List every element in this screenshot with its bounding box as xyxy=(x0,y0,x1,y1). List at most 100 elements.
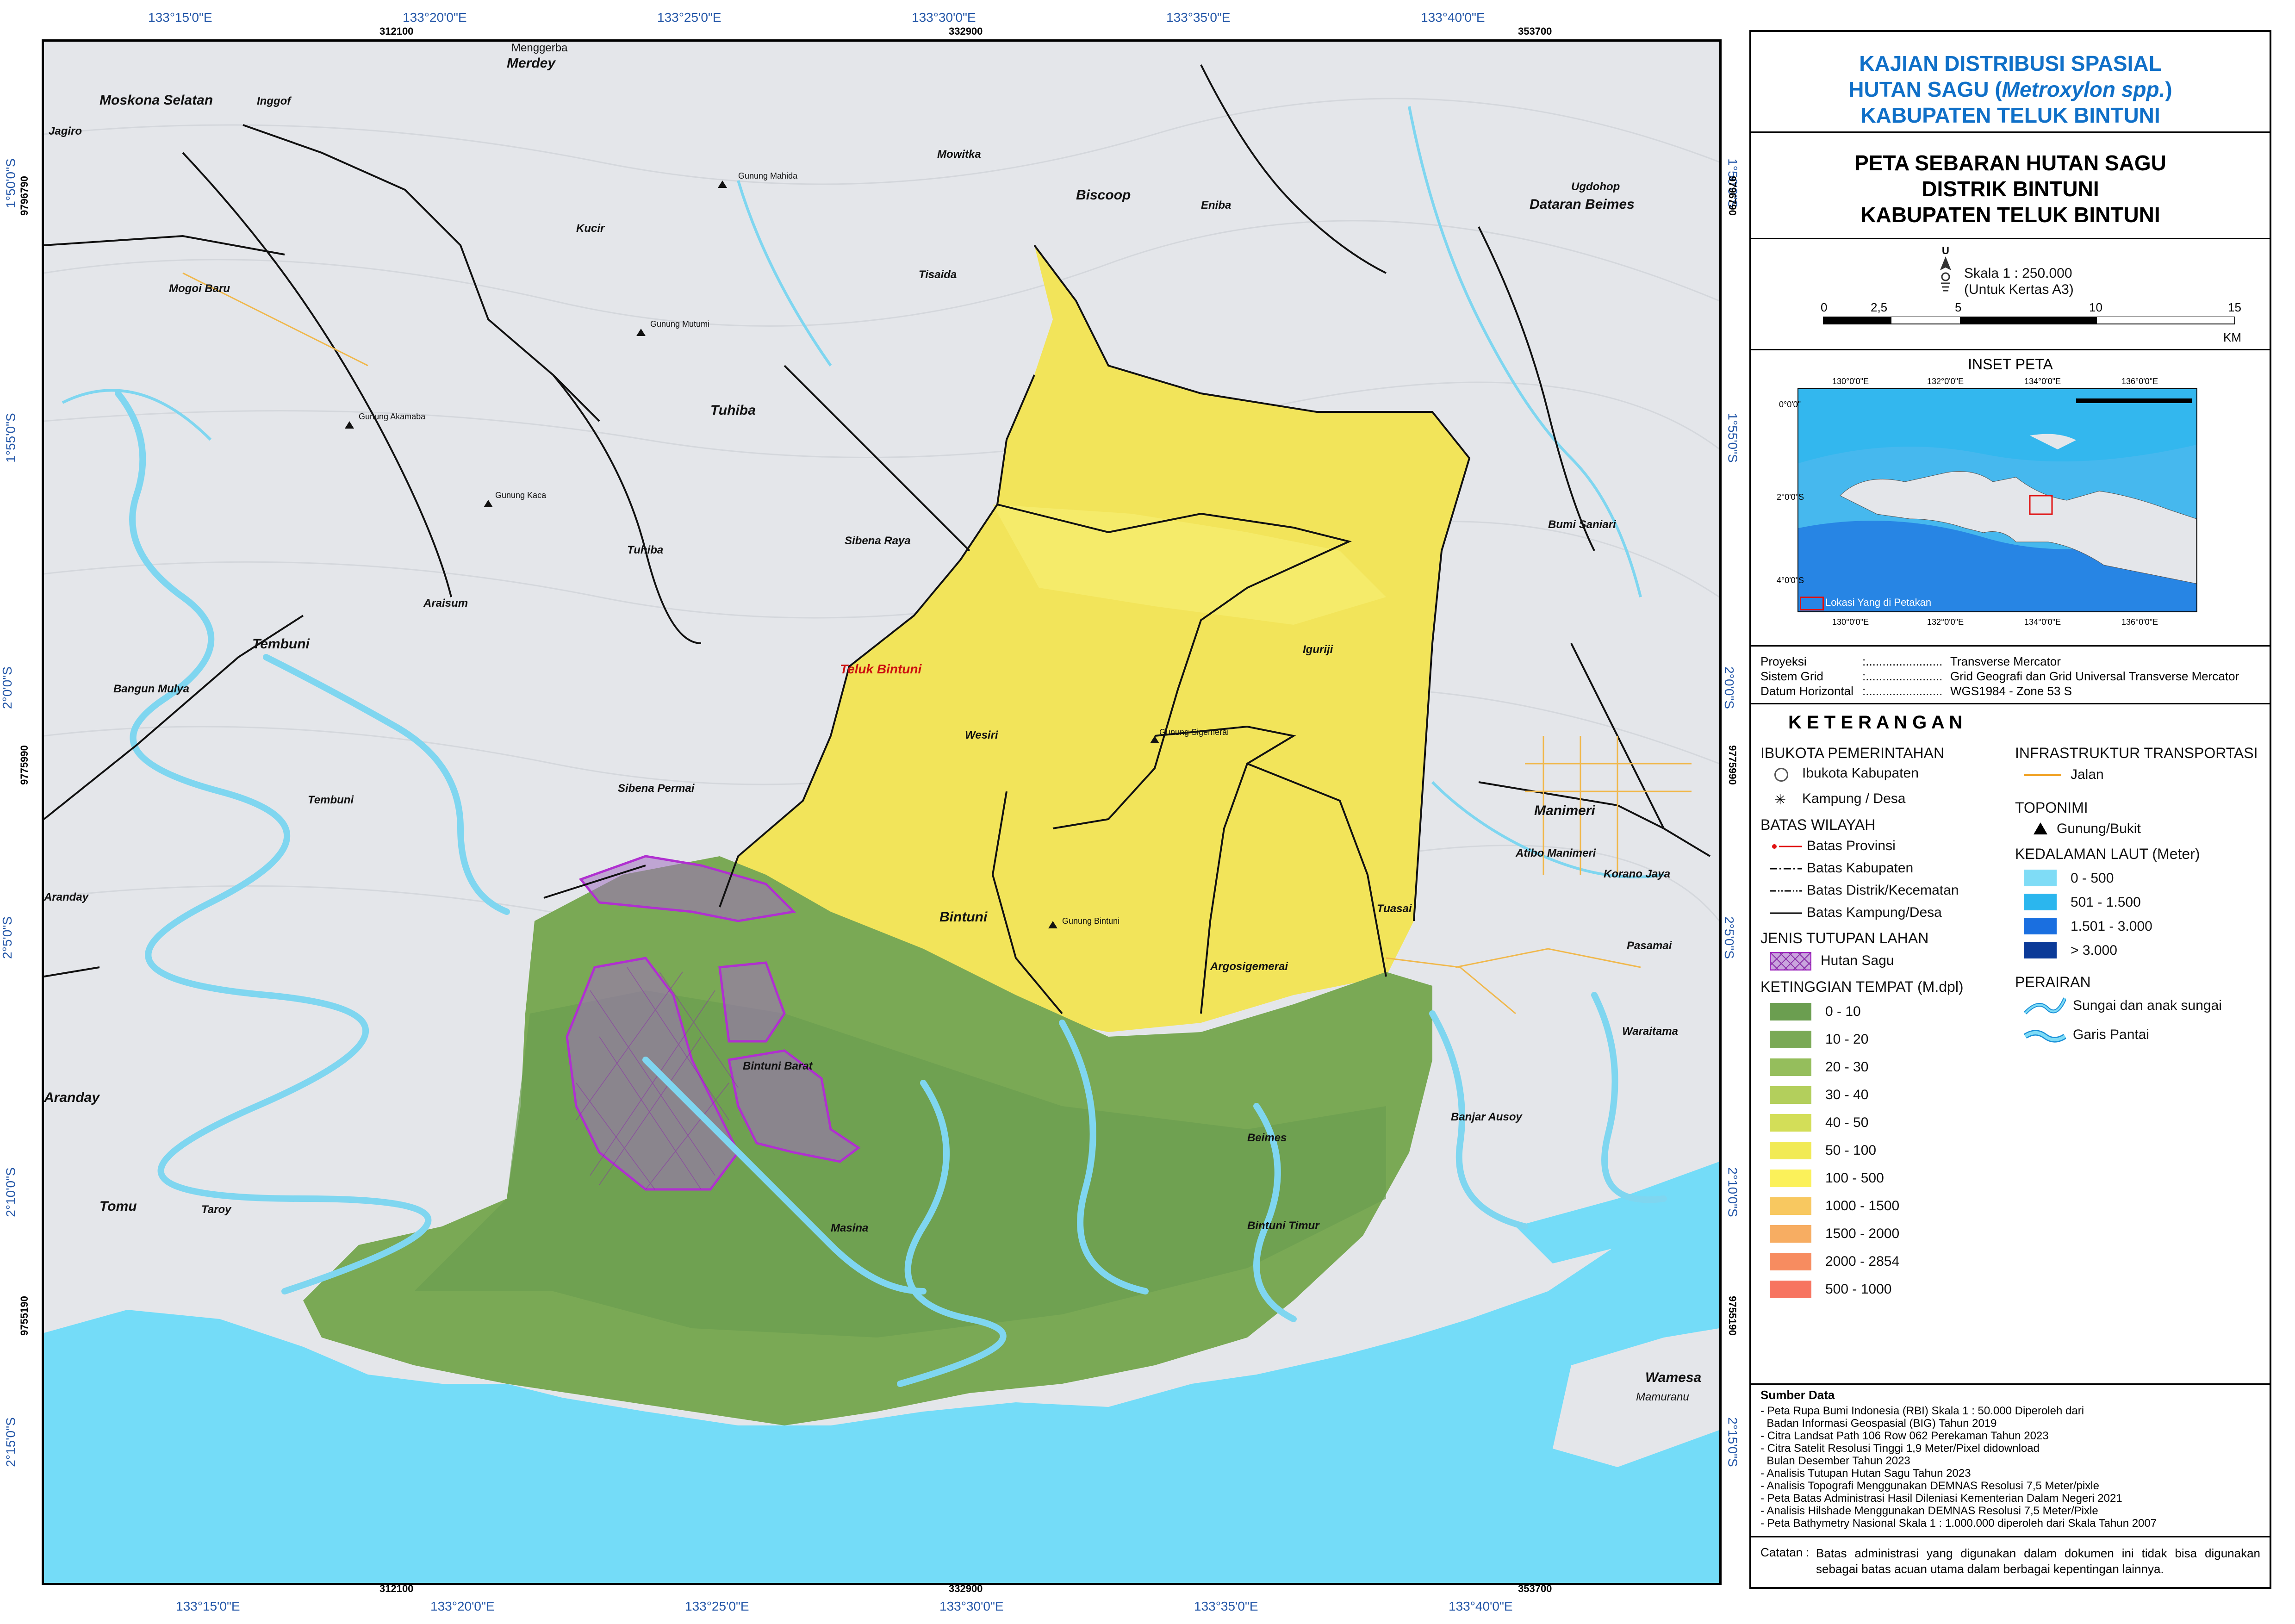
map-frame: Moskona Selatan Inggof Jagiro Menggerba … xyxy=(42,39,1722,1585)
project-title-line2: HUTAN SAGU (Metroxylon spp.) xyxy=(1751,76,2270,102)
legend-batas-kampung: Batas Kampung/Desa xyxy=(1807,905,1942,920)
project-title: KAJIAN DISTRIBUSI SPASIAL HUTAN SAGU (Me… xyxy=(1751,32,2270,133)
label-teluk-bintuni: Teluk Bintuni xyxy=(840,662,922,676)
label-bintuni-barat: Bintuni Barat xyxy=(743,1060,813,1072)
label-aranday-district: Aranday xyxy=(44,1090,100,1105)
coord-left-1: 1°50'0"S xyxy=(3,158,18,208)
legend-panel: KAJIAN DISTRIBUSI SPASIAL HUTAN SAGU (Me… xyxy=(1749,30,2271,1589)
source-line: - Citra Landsat Path 106 Row 062 Perekam… xyxy=(1760,1430,2049,1442)
elevation-label: 2000 - 2854 xyxy=(1825,1254,1900,1269)
coord-bottom-6: 133°40'0"E xyxy=(1449,1599,1513,1613)
elevation-swatch xyxy=(1770,1031,1811,1048)
batas-kampung-icon xyxy=(1770,912,1802,914)
coord-top-4: 133°30'0"E xyxy=(912,10,976,25)
scale-bar xyxy=(1823,317,2235,324)
map-canvas xyxy=(44,42,1719,1583)
legend-toponimi-heading: TOPONIMI xyxy=(2015,799,2088,816)
coord-top-6: 133°40'0"E xyxy=(1421,10,1485,25)
grid-bottom-3: 353700 xyxy=(1518,1583,1552,1594)
legend-ibukota-kab: Ibukota Kabupaten xyxy=(1802,765,1919,781)
label-korano-jaya: Korano Jaya xyxy=(1604,868,1671,880)
elevation-label: 30 - 40 xyxy=(1825,1087,1869,1102)
sago-forest-area xyxy=(566,855,861,1191)
scale-section: U Skala 1 : 250.000 (Untuk Kertas A3) 0 … xyxy=(1751,238,2270,350)
grid-top-2: 332900 xyxy=(949,25,983,37)
batas-kabupaten-icon xyxy=(1770,868,1802,870)
source-line: - Peta Rupa Bumi Indonesia (RBI) Skala 1… xyxy=(1760,1405,2084,1417)
meta-proyeksi-key: Proyeksi xyxy=(1760,654,1807,668)
note-label: Catatan : xyxy=(1760,1545,1810,1559)
label-bintuni-district: Bintuni xyxy=(939,909,988,925)
depth-label: 1.501 - 3.000 xyxy=(2071,919,2152,934)
legend-batas-heading: BATAS WILAYAH xyxy=(1760,816,1876,833)
label-banjar-ausoy: Banjar Ausoy xyxy=(1451,1111,1522,1123)
label-manimeri-district: Manimeri xyxy=(1534,803,1595,818)
map-title-line3: KABUPATEN TELUK BINTUNI xyxy=(1860,203,2160,227)
coord-bottom-3: 133°25'0"E xyxy=(685,1599,749,1613)
label-mowitka: Mowitka xyxy=(937,148,981,161)
label-pasamai: Pasamai xyxy=(1627,940,1672,952)
legend-jenis-heading: JENIS TUTUPAN LAHAN xyxy=(1760,930,1929,946)
coord-left-2: 1°55'0"S xyxy=(3,413,18,463)
legend-section: K E T E R A N G A N IBUKOTA PEMERINTAHAN… xyxy=(1751,703,2270,1385)
legend-kedalaman-heading: KEDALAMAN LAUT (Meter) xyxy=(2015,846,2200,862)
north-letter: U xyxy=(1942,245,1949,256)
title-prefix: HUTAN SAGU ( xyxy=(1848,77,2002,101)
inset-coord-bottom-3: 134°0'0"E xyxy=(2024,617,2061,627)
legend-infra-heading: INFRASTRUKTUR TRANSPORTASI xyxy=(2015,745,2258,761)
label-eniba: Eniba xyxy=(1201,199,1231,212)
label-gunung-sigemerai: Gunung Sigemerai xyxy=(1159,728,1229,737)
coord-right-6: 2°15'0"S xyxy=(1725,1417,1740,1467)
source-line: - Analisis Hilshade Menggunakan DEMNAS R… xyxy=(1760,1505,2098,1517)
project-title-line1: KAJIAN DISTRIBUSI SPASIAL xyxy=(1859,51,2162,75)
inset-coord-bottom-2: 132°0'0"E xyxy=(1927,617,1964,627)
depth-label: 501 - 1.500 xyxy=(2071,895,2141,910)
meta-proyeksi-val: Transverse Mercator xyxy=(1950,654,2061,668)
elevation-swatch xyxy=(1770,1114,1811,1132)
grid-top-1: 312100 xyxy=(379,25,414,37)
inset-coord-top-2: 132°0'0"E xyxy=(1927,377,1964,386)
label-gunung-bintuni: Gunung Bintuni xyxy=(1062,916,1120,926)
coord-bottom-2: 133°20'0"E xyxy=(430,1599,495,1613)
label-waraitama: Waraitama xyxy=(1622,1025,1678,1038)
inset-coord-left-3: 4°0'0"S xyxy=(1777,576,1804,585)
note-text: Batas administrasi yang digunakan dalam … xyxy=(1816,1546,2260,1576)
inset-legend-swatch xyxy=(1800,597,1824,610)
grid-top-3: 353700 xyxy=(1518,25,1552,37)
projection-info: Proyeksi :....................... Transv… xyxy=(1751,645,2270,704)
coord-top-1: 133°15'0"E xyxy=(148,10,212,25)
coord-top-3: 133°25'0"E xyxy=(657,10,721,25)
label-tuhiba: Tuhiba xyxy=(627,544,664,556)
label-araisum: Araisum xyxy=(423,597,468,610)
grid-left-2: 9775990 xyxy=(18,745,30,785)
label-tisaida: Tisaida xyxy=(919,268,957,281)
title-species: Metroxylon spp. xyxy=(2002,77,2165,101)
label-tomu: Tomu xyxy=(100,1199,137,1214)
inset-coord-left-2: 2°0'0"S xyxy=(1777,492,1804,502)
label-taroy: Taroy xyxy=(201,1203,231,1216)
label-jagiro: Jagiro xyxy=(49,125,82,137)
ibukota-kabupaten-icon xyxy=(1774,768,1788,782)
label-tembuni-district: Tembuni xyxy=(252,636,310,652)
coord-right-2: 1°55'0"S xyxy=(1725,413,1740,463)
label-gunung-mahida: Gunung Mahida xyxy=(738,171,798,180)
legend-ibukota-heading: IBUKOTA PEMERINTAHAN xyxy=(1760,745,1945,761)
scale-tick-3: 10 xyxy=(2089,300,2102,314)
depth-swatch xyxy=(2024,870,2057,886)
scale-tick-0: 0 xyxy=(1821,300,1828,314)
depth-swatch xyxy=(2024,918,2057,934)
coord-left-4: 2°5'0"S xyxy=(0,916,14,959)
inset-coord-left-1: 0°0'0" xyxy=(1779,400,1801,409)
label-merdey: Merdey xyxy=(507,56,556,71)
label-mogoi-baru: Mogoi Baru xyxy=(169,282,230,295)
legend-batas-provinsi: Batas Provinsi xyxy=(1807,838,1896,853)
map-title-line2: DISTRIK BINTUNI xyxy=(1922,177,2099,201)
coord-bottom-4: 133°30'0"E xyxy=(939,1599,1004,1613)
elevation-label: 10 - 20 xyxy=(1825,1032,1869,1047)
grid-right-2: 9775990 xyxy=(1726,745,1738,785)
label-aranday-small: Aranday xyxy=(44,891,89,903)
source-line: Badan Informasi Geospasial (BIG) Tahun 2… xyxy=(1760,1417,1997,1430)
legend-garis-pantai: Garis Pantai xyxy=(2073,1027,2150,1042)
elevation-label: 100 - 500 xyxy=(1825,1170,1884,1186)
meta-proyeksi-sep: :....................... xyxy=(1862,654,1943,668)
